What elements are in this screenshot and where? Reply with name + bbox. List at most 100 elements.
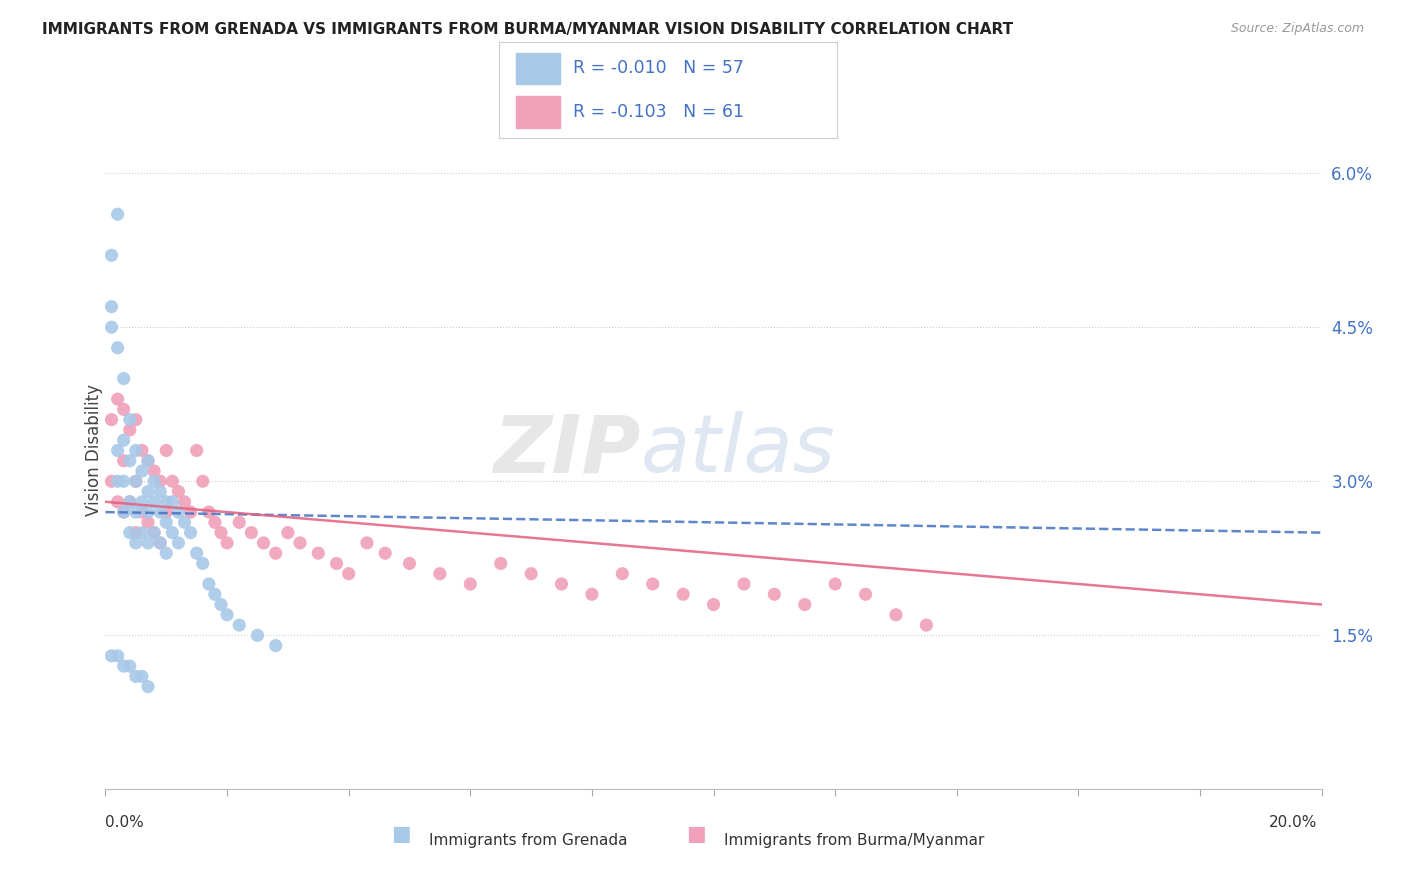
Point	[186, 443, 208, 458]
Point	[131, 525, 153, 540]
Point	[112, 371, 135, 385]
Point	[125, 443, 148, 458]
Point	[733, 577, 755, 591]
Point	[186, 546, 208, 560]
Point	[107, 443, 129, 458]
Point	[125, 412, 148, 426]
Point	[107, 495, 129, 509]
Point	[763, 587, 786, 601]
Point	[325, 557, 347, 571]
Point	[100, 648, 122, 663]
Point	[155, 443, 177, 458]
Point	[149, 536, 172, 550]
Point	[136, 505, 159, 519]
Point	[228, 516, 250, 530]
Text: Source: ZipAtlas.com: Source: ZipAtlas.com	[1230, 22, 1364, 36]
Text: ■: ■	[391, 824, 411, 844]
Point	[520, 566, 543, 581]
Point	[191, 557, 214, 571]
Point	[173, 495, 195, 509]
Point	[131, 464, 153, 478]
Point	[429, 566, 451, 581]
Point	[246, 628, 269, 642]
Text: atlas: atlas	[641, 411, 835, 490]
Point	[131, 495, 153, 509]
Point	[149, 536, 172, 550]
Point	[356, 536, 378, 550]
Point	[136, 536, 159, 550]
Text: ZIP: ZIP	[494, 411, 641, 490]
Point	[155, 495, 177, 509]
Point	[118, 454, 141, 468]
Point	[125, 536, 148, 550]
Point	[125, 475, 148, 489]
Point	[118, 659, 141, 673]
Point	[612, 566, 634, 581]
Point	[125, 525, 148, 540]
Point	[136, 680, 159, 694]
Point	[264, 639, 287, 653]
Point	[167, 536, 190, 550]
Point	[112, 454, 135, 468]
Text: Immigrants from Burma/Myanmar: Immigrants from Burma/Myanmar	[724, 833, 984, 847]
Point	[489, 557, 512, 571]
Point	[458, 577, 481, 591]
Point	[374, 546, 396, 560]
Point	[217, 536, 239, 550]
Bar	[516, 53, 560, 85]
Point	[307, 546, 329, 560]
Point	[131, 443, 153, 458]
Text: R = -0.103   N = 61: R = -0.103 N = 61	[574, 103, 744, 120]
Point	[581, 587, 603, 601]
Point	[136, 454, 159, 468]
Text: 0.0%: 0.0%	[105, 815, 145, 830]
Point	[277, 525, 299, 540]
Text: ■: ■	[686, 824, 706, 844]
Point	[136, 516, 159, 530]
Text: Immigrants from Grenada: Immigrants from Grenada	[429, 833, 627, 847]
Point	[337, 566, 360, 581]
Point	[702, 598, 725, 612]
Point	[824, 577, 846, 591]
Point	[167, 484, 190, 499]
Point	[204, 516, 226, 530]
Point	[884, 607, 907, 622]
Point	[228, 618, 250, 632]
Point	[143, 495, 166, 509]
Point	[100, 320, 122, 334]
Point	[107, 341, 129, 355]
Point	[143, 525, 166, 540]
Text: 20.0%: 20.0%	[1270, 815, 1317, 830]
Point	[180, 505, 202, 519]
Point	[641, 577, 664, 591]
Point	[204, 587, 226, 601]
Point	[209, 598, 232, 612]
Point	[143, 464, 166, 478]
Point	[672, 587, 695, 601]
Point	[198, 577, 221, 591]
Point	[162, 475, 184, 489]
Point	[550, 577, 572, 591]
Point	[162, 525, 184, 540]
Bar	[516, 95, 560, 128]
Point	[118, 423, 141, 437]
Point	[198, 505, 221, 519]
Text: IMMIGRANTS FROM GRENADA VS IMMIGRANTS FROM BURMA/MYANMAR VISION DISABILITY CORRE: IMMIGRANTS FROM GRENADA VS IMMIGRANTS FR…	[42, 22, 1014, 37]
Point	[136, 454, 159, 468]
Point	[155, 505, 177, 519]
Point	[149, 484, 172, 499]
Point	[107, 648, 129, 663]
Y-axis label: Vision Disability: Vision Disability	[86, 384, 103, 516]
Point	[125, 475, 148, 489]
Point	[112, 402, 135, 417]
Point	[131, 505, 153, 519]
Point	[398, 557, 420, 571]
Point	[191, 475, 214, 489]
Point	[100, 248, 122, 262]
Point	[112, 433, 135, 447]
Point	[118, 525, 141, 540]
Point	[100, 412, 122, 426]
Point	[143, 525, 166, 540]
Point	[100, 475, 122, 489]
Point	[173, 516, 195, 530]
